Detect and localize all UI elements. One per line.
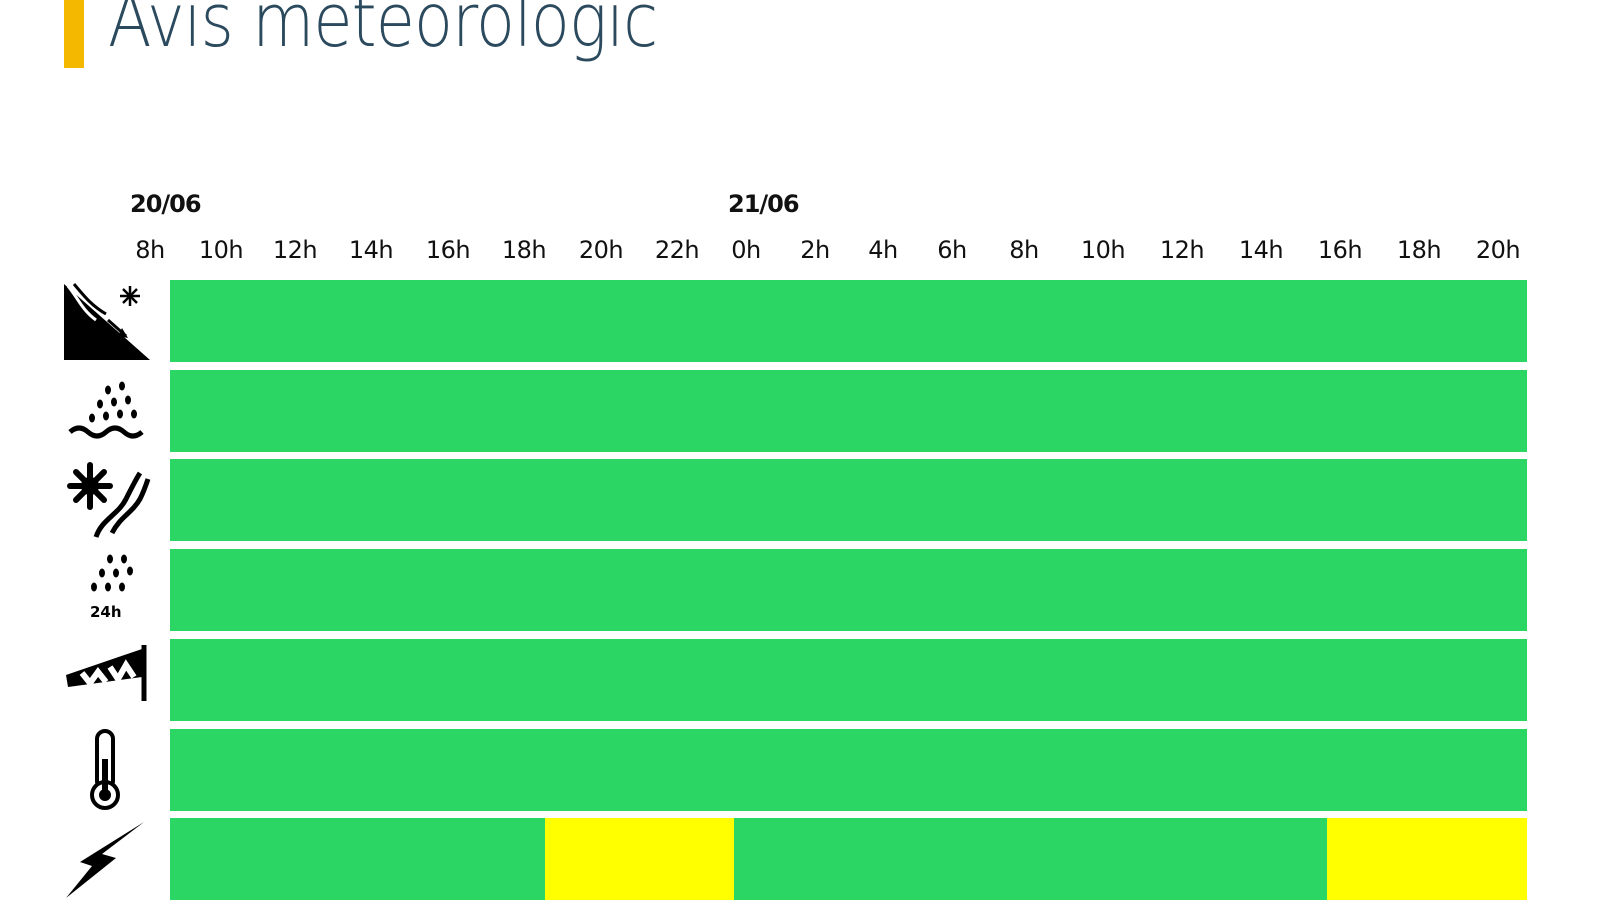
hour-label: 16h — [1317, 236, 1363, 264]
warning-segment-green[interactable] — [170, 729, 1527, 811]
hour-label: 14h — [348, 236, 394, 264]
lightning-icon — [62, 818, 152, 900]
hour-label: 18h — [501, 236, 547, 264]
hour-label: 2h — [800, 236, 830, 264]
hour-label: 18h — [1396, 236, 1442, 264]
flood-rain-icon — [62, 370, 152, 452]
hour-label: 14h — [1238, 236, 1284, 264]
page-title: Avis meteorologic — [108, 0, 658, 64]
warning-row — [170, 370, 1527, 452]
warning-row — [170, 549, 1527, 631]
hour-label: 0h — [731, 236, 761, 264]
hour-label: 8h — [135, 236, 165, 264]
warning-segment-green[interactable] — [170, 459, 1527, 541]
hour-label: 4h — [868, 236, 898, 264]
warning-segment-green[interactable] — [734, 818, 1327, 900]
warning-segment-green[interactable] — [170, 549, 1527, 631]
hour-label: 6h — [937, 236, 967, 264]
warning-row — [170, 639, 1527, 721]
warning-segment-yellow[interactable] — [1327, 818, 1527, 900]
warning-row — [170, 729, 1527, 811]
title-accent-bar — [64, 0, 84, 68]
warning-row — [170, 280, 1527, 362]
warning-segment-green[interactable] — [170, 280, 1527, 362]
rain-24h-icon: 24h — [62, 549, 152, 631]
date-label: 20/06 — [130, 190, 202, 218]
warning-segment-green[interactable] — [170, 818, 545, 900]
hour-label: 12h — [272, 236, 318, 264]
hour-label: 8h — [1009, 236, 1039, 264]
hour-label: 20h — [578, 236, 624, 264]
hour-label: 20h — [1475, 236, 1521, 264]
hour-label: 22h — [654, 236, 700, 264]
hour-label: 12h — [1159, 236, 1205, 264]
snow-wind-icon — [62, 459, 152, 541]
warning-segment-yellow[interactable] — [544, 818, 735, 900]
hour-label: 10h — [1080, 236, 1126, 264]
avalanche-icon — [62, 280, 152, 362]
thermometer-icon — [62, 729, 152, 811]
hour-label: 16h — [425, 236, 471, 264]
hour-label: 10h — [198, 236, 244, 264]
icon-label: 24h — [90, 603, 122, 621]
windsock-icon — [62, 639, 152, 721]
warning-segment-green[interactable] — [170, 370, 1527, 452]
warning-segment-green[interactable] — [170, 639, 1527, 721]
warning-row — [170, 818, 1527, 900]
date-label: 21/06 — [728, 190, 800, 218]
warning-row — [170, 459, 1527, 541]
